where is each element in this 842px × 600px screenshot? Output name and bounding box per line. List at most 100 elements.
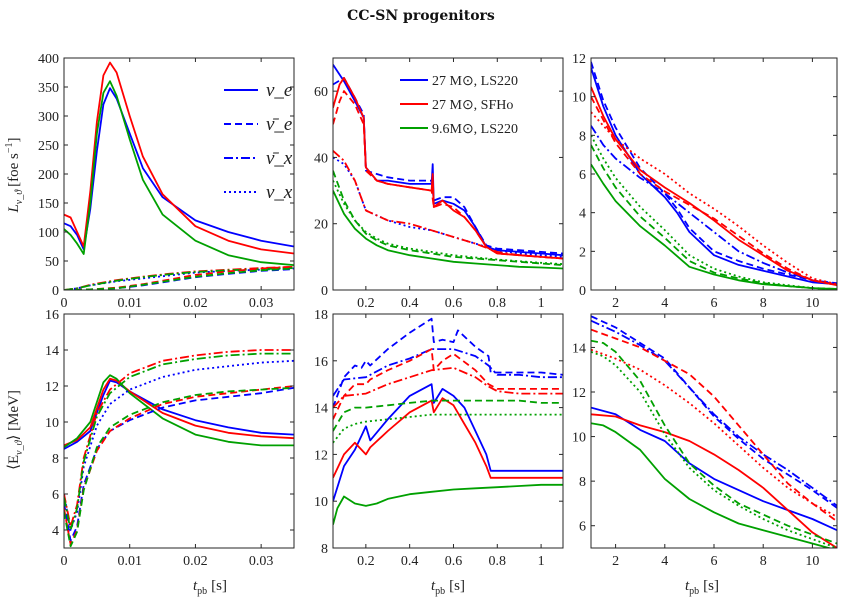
series-line-bottom-right-5 [591, 348, 837, 518]
series-line-top-right-4 [591, 96, 837, 287]
ylabel-mean-energy: ⟨Eν_ϑ⟩ [MeV] [6, 390, 25, 470]
y-tick-label-bottom-left-2: 8 [52, 452, 59, 467]
axes-frame-bottom-middle [332, 313, 564, 549]
y-tick-label-bottom-middle-1: 10 [314, 495, 328, 510]
series-line-bottom-right-2 [591, 319, 837, 507]
y-tick-label-top-right-6: 12 [572, 52, 586, 67]
x-tick-label-bottom-left-1: 0.01 [117, 554, 142, 569]
panel-top-right: 2 4 6 8 10 0 2 4 6 8 10 12 [572, 52, 838, 311]
legend-model-label-2: 9.6M⊙, LS220 [432, 122, 518, 137]
series-line-top-middle-6 [333, 190, 563, 270]
y-tick-label-bottom-left-4: 12 [45, 380, 59, 395]
panel-top-left: 0 0.01 0.02 0.03 0 50 100 150 200 250 300 350 400 [38, 52, 295, 311]
y-tick-label-bottom-middle-2: 12 [314, 448, 328, 463]
series-line-bottom-right-8 [591, 351, 837, 548]
x-tick-label-top-left-3: 0.03 [249, 296, 274, 311]
y-tick-label-top-left-7: 350 [38, 81, 59, 96]
series-line-top-right-5 [591, 111, 837, 286]
xlabel-right-unit: [s] [703, 578, 719, 594]
xlabel-middle-unit: [s] [449, 578, 465, 594]
x-tick-label-top-middle-3: 0.8 [489, 296, 507, 311]
series-line-bottom-left-7 [64, 349, 294, 528]
series-line-bottom-middle-5 [333, 366, 563, 409]
xlabel-left-symbol: t [193, 578, 198, 594]
series-line-top-middle-5 [333, 150, 563, 260]
legend-model: 27 M⊙, LS220 27 M⊙, SFHo 9.6M⊙, LS220 [400, 74, 518, 137]
y-tick-label-top-left-5: 250 [38, 139, 59, 154]
figure-title: CC-SN progenitors [347, 8, 495, 24]
x-tick-label-top-left-0: 0 [61, 296, 68, 311]
y-tick-label-top-middle-3: 60 [314, 85, 328, 100]
x-tick-label-top-left-2: 0.02 [183, 296, 208, 311]
y-tick-label-top-middle-0: 0 [321, 284, 328, 299]
series-line-top-right-3 [591, 86, 837, 287]
series-line-bottom-right-4 [591, 328, 837, 523]
ylabel-top-unit: [foe s [6, 153, 22, 187]
series-line-bottom-right-6 [591, 422, 833, 548]
panel-bottom-left: 0 0.01 0.02 0.03 4 6 8 10 12 14 16 [45, 308, 295, 569]
y-tick-label-bottom-right-4: 14 [572, 341, 586, 356]
x-tick-label-top-left-1: 0.01 [117, 296, 142, 311]
x-tick-label-top-middle-2: 0.6 [445, 296, 463, 311]
x-tick-label-bottom-middle-3: 0.8 [489, 554, 507, 569]
series-line-top-right-0 [591, 67, 837, 286]
x-tick-label-bottom-right-0: 2 [612, 554, 619, 569]
xlabel-left-sub: pb [197, 586, 207, 597]
y-tick-label-top-left-3: 150 [38, 197, 59, 212]
series-line-bottom-left-0 [64, 379, 294, 450]
series-line-bottom-right-1 [591, 315, 837, 509]
series-line-bottom-middle-1 [333, 317, 563, 408]
ylabel-luminosity: Lν_ϑ [foe s−1] [4, 137, 25, 213]
series-line-bottom-middle-7 [333, 399, 563, 432]
y-tick-label-bottom-right-0: 6 [579, 520, 586, 535]
x-tick-label-top-right-4: 10 [805, 296, 819, 311]
series-line-bottom-right-7 [591, 339, 837, 545]
x-tick-label-bottom-right-4: 10 [805, 554, 819, 569]
x-tick-label-bottom-left-3: 0.03 [249, 554, 274, 569]
y-tick-label-top-left-2: 100 [38, 226, 59, 241]
y-tick-label-top-right-1: 2 [579, 245, 586, 260]
series-line-bottom-left-8 [64, 352, 294, 531]
y-tick-label-bottom-middle-3: 14 [314, 402, 328, 417]
y-tick-label-top-left-0: 0 [52, 284, 59, 299]
series-line-top-right-2 [591, 125, 837, 286]
series-line-bottom-middle-2 [333, 348, 563, 397]
x-tick-label-bottom-middle-2: 0.6 [445, 554, 463, 569]
xlabel-left-unit: [s] [211, 578, 227, 594]
panel-top-middle: 0.2 0.4 0.6 0.8 1 0 20 40 60 [314, 57, 564, 311]
series-line-bottom-right-0 [591, 406, 837, 532]
legend-model-label-0: 27 M⊙, LS220 [432, 74, 518, 89]
x-tick-label-bottom-right-3: 8 [760, 554, 767, 569]
xlabel-middle-symbol: t [431, 578, 436, 594]
series-line-bottom-left-2 [64, 374, 294, 448]
xlabel-right-sub: pb [689, 586, 699, 597]
xlabel-middle-sub: pb [435, 586, 445, 597]
panel-bottom-right: 2 4 6 8 10 6 8 10 12 14 [572, 313, 838, 569]
y-tick-label-top-left-6: 300 [38, 110, 59, 125]
x-tick-label-bottom-middle-1: 0.4 [401, 554, 419, 569]
x-tick-label-top-right-3: 8 [760, 296, 767, 311]
xlabel-middle: tpb [s] [431, 578, 465, 597]
series-line-bottom-middle-6 [333, 483, 563, 525]
y-tick-label-top-right-4: 8 [579, 129, 586, 144]
y-tick-label-bottom-left-0: 4 [52, 524, 59, 539]
ylabel-top-exp: −1 [4, 142, 15, 153]
xlabel-left: tpb [s] [193, 578, 227, 597]
x-tick-label-top-middle-0: 0.2 [357, 296, 375, 311]
y-tick-label-bottom-right-3: 12 [572, 386, 586, 401]
ylabel-bottom-unit: ⟩ [MeV] [6, 390, 22, 440]
y-tick-label-bottom-left-6: 16 [45, 308, 59, 323]
x-tick-label-top-right-2: 6 [711, 296, 718, 311]
series-line-top-right-7 [591, 144, 837, 290]
axes-frame-top-left [63, 57, 295, 291]
y-tick-label-bottom-middle-4: 16 [314, 355, 328, 370]
x-tick-label-bottom-middle-4: 1 [538, 554, 545, 569]
series-line-top-middle-8 [333, 180, 563, 265]
x-tick-label-top-right-1: 4 [661, 296, 668, 311]
x-tick-label-top-middle-4: 1 [538, 296, 545, 311]
ylabel-bottom-sub: ν_ϑ [14, 439, 25, 454]
x-tick-label-bottom-right-2: 6 [711, 554, 718, 569]
ylabel-top-close: ] [6, 137, 22, 142]
